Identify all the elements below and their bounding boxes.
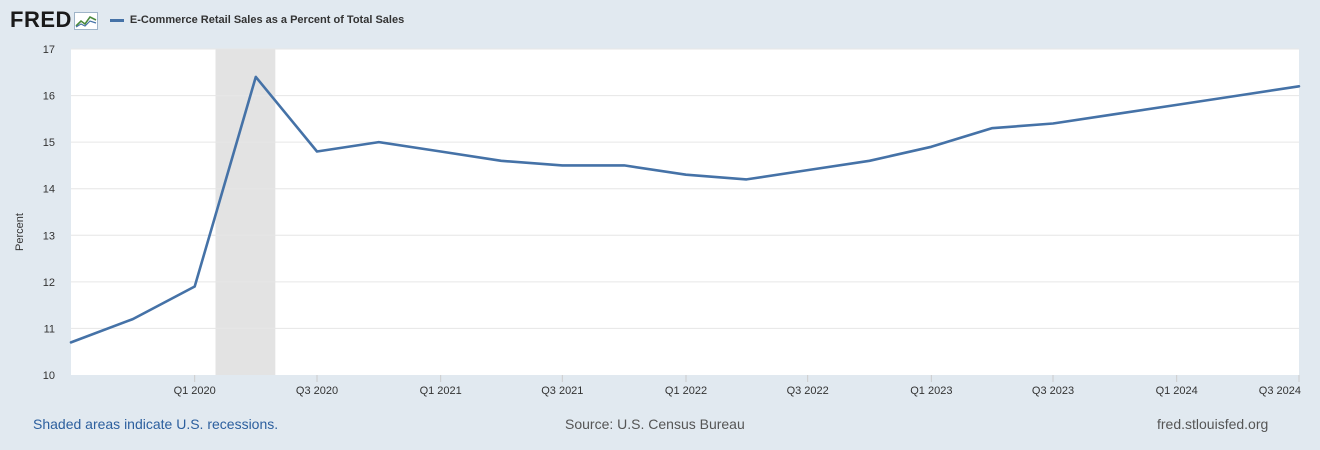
legend-swatch [109,18,124,22]
grid-lines [71,48,1299,329]
y-tick-label: 12 [43,277,55,289]
y-tick-label: 17 [43,44,55,56]
y-tick-label: 14 [43,184,55,196]
site-url[interactable]: fred.stlouisfed.org [1157,416,1269,432]
recession-note-link[interactable]: Shaded areas indicate U.S. recessions. [33,416,279,432]
y-tick-label: 16 [43,91,55,103]
x-tick-label: Q1 2020 [174,385,216,397]
y-axis-ticks: 10 11 12 13 14 15 16 17 [43,44,55,382]
x-tick-label: Q1 2024 [1156,385,1198,397]
plot-area [71,49,1299,375]
x-tick-label: Q3 2024 [1259,385,1301,397]
y-tick-label: 11 [44,323,55,335]
x-tick-label: Q3 2021 [541,385,583,397]
chart-canvas: 10 11 12 13 14 15 16 17 Q1 2020 Q3 2020 Q1 2021 Q3… [43,44,1301,397]
series-line [69,75,1301,344]
chart-header: FRED E-Commerce Retail Sales as a Percen… [10,8,404,32]
fred-graph-icon [73,12,98,30]
x-tick-label: Q1 2021 [420,385,462,397]
series-layer [69,75,1301,344]
chart-legend: E-Commerce Retail Sales as a Percent of … [109,14,405,26]
x-tick-label: Q3 2023 [1032,385,1074,397]
legend-series-label: E-Commerce Retail Sales as a Percent of … [129,14,405,26]
y-tick-label: 10 [43,370,55,382]
recession-band [215,49,276,375]
y-tick-label: 15 [43,137,55,149]
recession-shading [215,49,276,375]
x-axis-ticks: Q1 2020 Q3 2020 Q1 2021 Q3 2021 Q1 2022 Q3 20… [174,375,1301,397]
y-tick-label: 13 [43,230,55,242]
x-tick-label: Q1 2022 [665,385,707,397]
x-tick-label: Q3 2022 [787,385,829,397]
source-text: Source: U.S. Census Bureau [565,416,745,432]
x-tick-label: Q1 2023 [910,385,952,397]
fred-logo[interactable]: FRED [10,7,72,32]
x-tick-label: Q3 2020 [296,385,338,397]
